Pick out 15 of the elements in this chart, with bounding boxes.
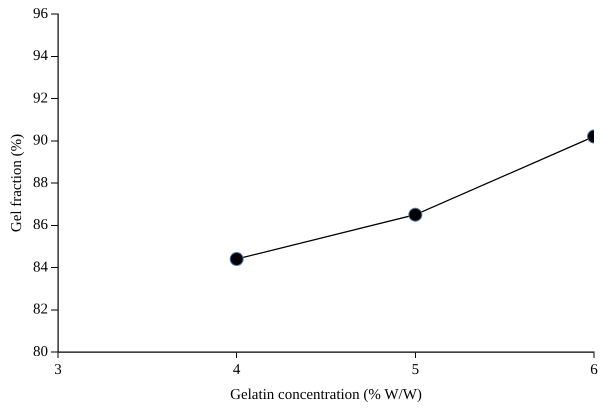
y-tick-label: 94 xyxy=(33,48,48,64)
x-tick-label: 3 xyxy=(54,362,62,378)
y-tick-label: 88 xyxy=(33,174,48,191)
x-tick-label: 4 xyxy=(232,362,241,378)
y-tick-label: 84 xyxy=(33,259,48,276)
y-tick-label: 86 xyxy=(33,217,48,234)
x-tick-label: 6 xyxy=(590,362,598,378)
y-tick-label: 92 xyxy=(33,90,48,106)
y-axis-title: Gel fraction (%) xyxy=(8,134,25,232)
x-axis-title: Gelatin concentration (% W/W) xyxy=(230,386,422,403)
y-tick-label: 96 xyxy=(33,6,48,22)
x-tick-label: 5 xyxy=(412,362,420,378)
y-tick-label: 82 xyxy=(33,302,48,318)
y-tick-label: 90 xyxy=(33,132,48,149)
y-tick-label: 80 xyxy=(33,344,48,360)
